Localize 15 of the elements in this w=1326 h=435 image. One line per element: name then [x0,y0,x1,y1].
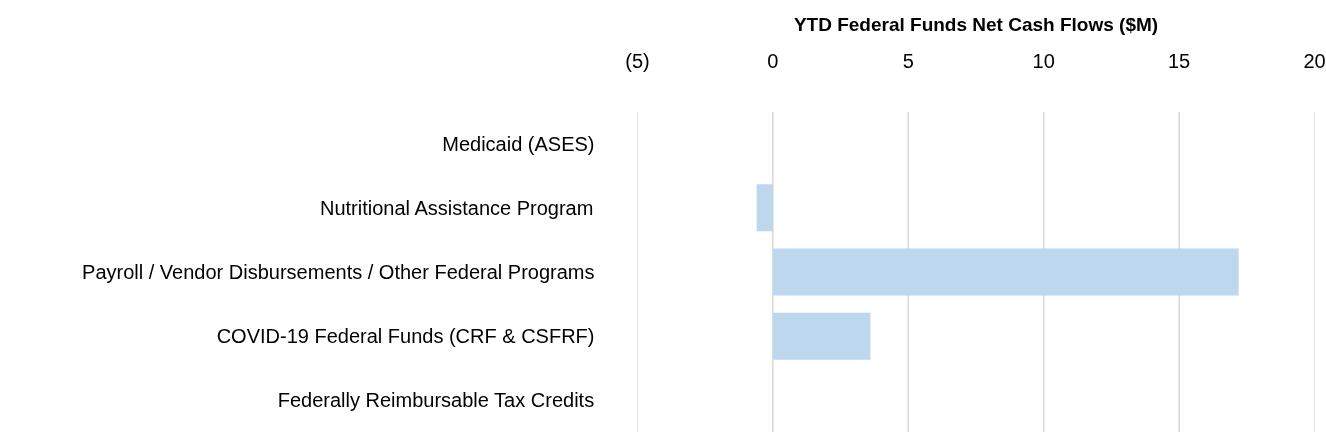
y-tick-label: COVID-19 Federal Funds (CRF & CSFRF) [216,325,595,348]
x-tick-label: (5) [625,49,650,72]
y-tick-label: Federally Reimbursable Tax Credits [277,389,595,412]
x-axis-title: YTD Federal Funds Net Cash Flows ($M) [793,13,1159,35]
x-tick-label: 10 [1032,49,1055,72]
x-tick-label: 15 [1167,49,1191,72]
bar [772,312,871,360]
y-tick-label: Medicaid (ASES) [442,132,595,155]
y-tick-label: Nutritional Assistance Program [319,196,594,219]
x-tick-label: 5 [902,49,914,72]
x-tick-label: 20 [1303,49,1326,72]
bar [756,184,773,232]
bar [772,248,1239,296]
x-tick-label: 0 [767,49,779,72]
y-tick-label: Payroll / Vendor Disbursements / Other Federal Programs [82,261,595,283]
